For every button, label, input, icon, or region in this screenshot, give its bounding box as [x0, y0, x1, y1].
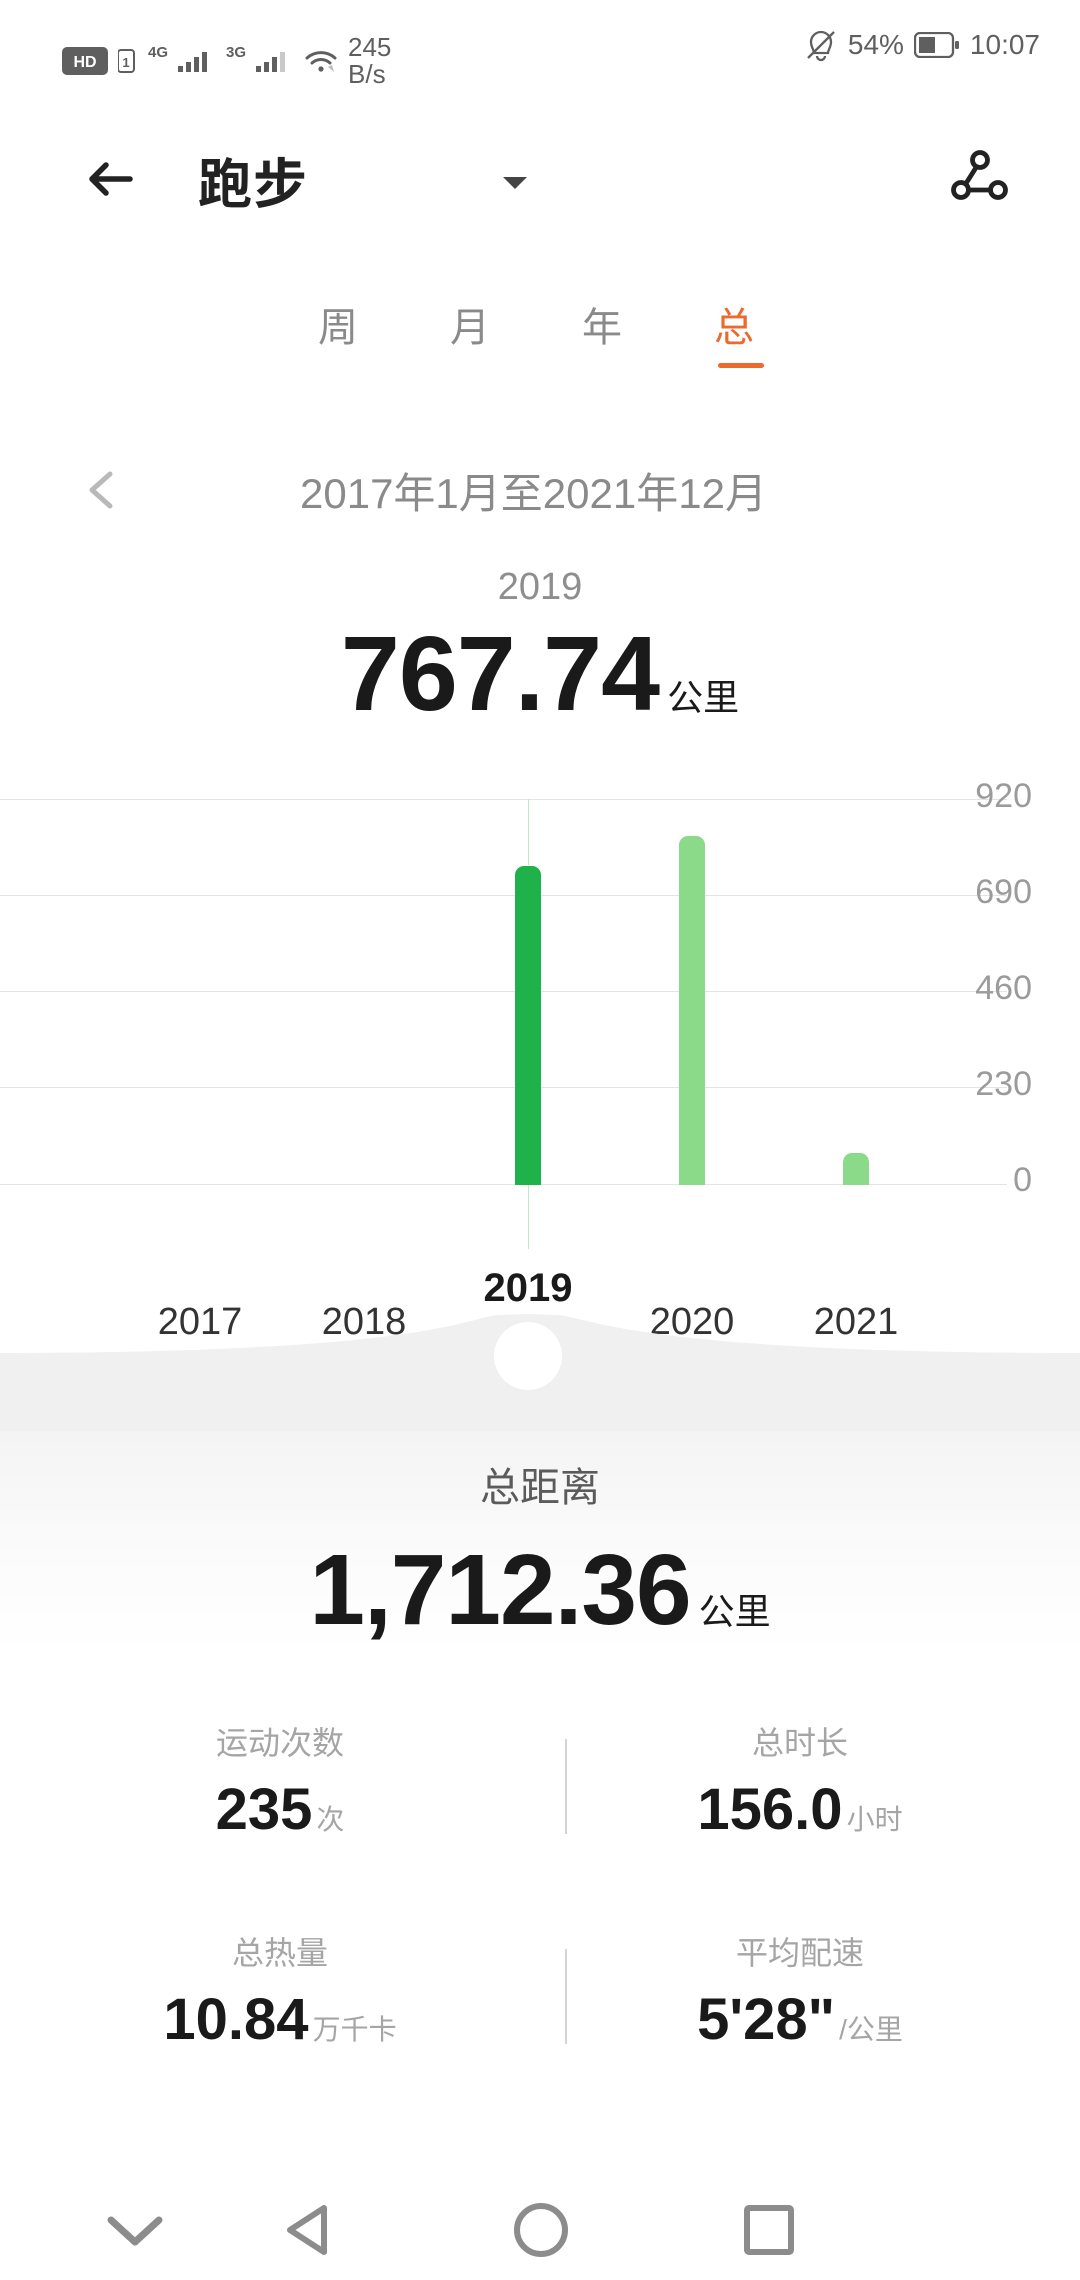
svg-text:1: 1: [122, 55, 129, 70]
svg-text:HD: HD: [73, 54, 96, 71]
svg-text:4G: 4G: [148, 46, 168, 61]
svg-text:3G: 3G: [226, 46, 246, 61]
